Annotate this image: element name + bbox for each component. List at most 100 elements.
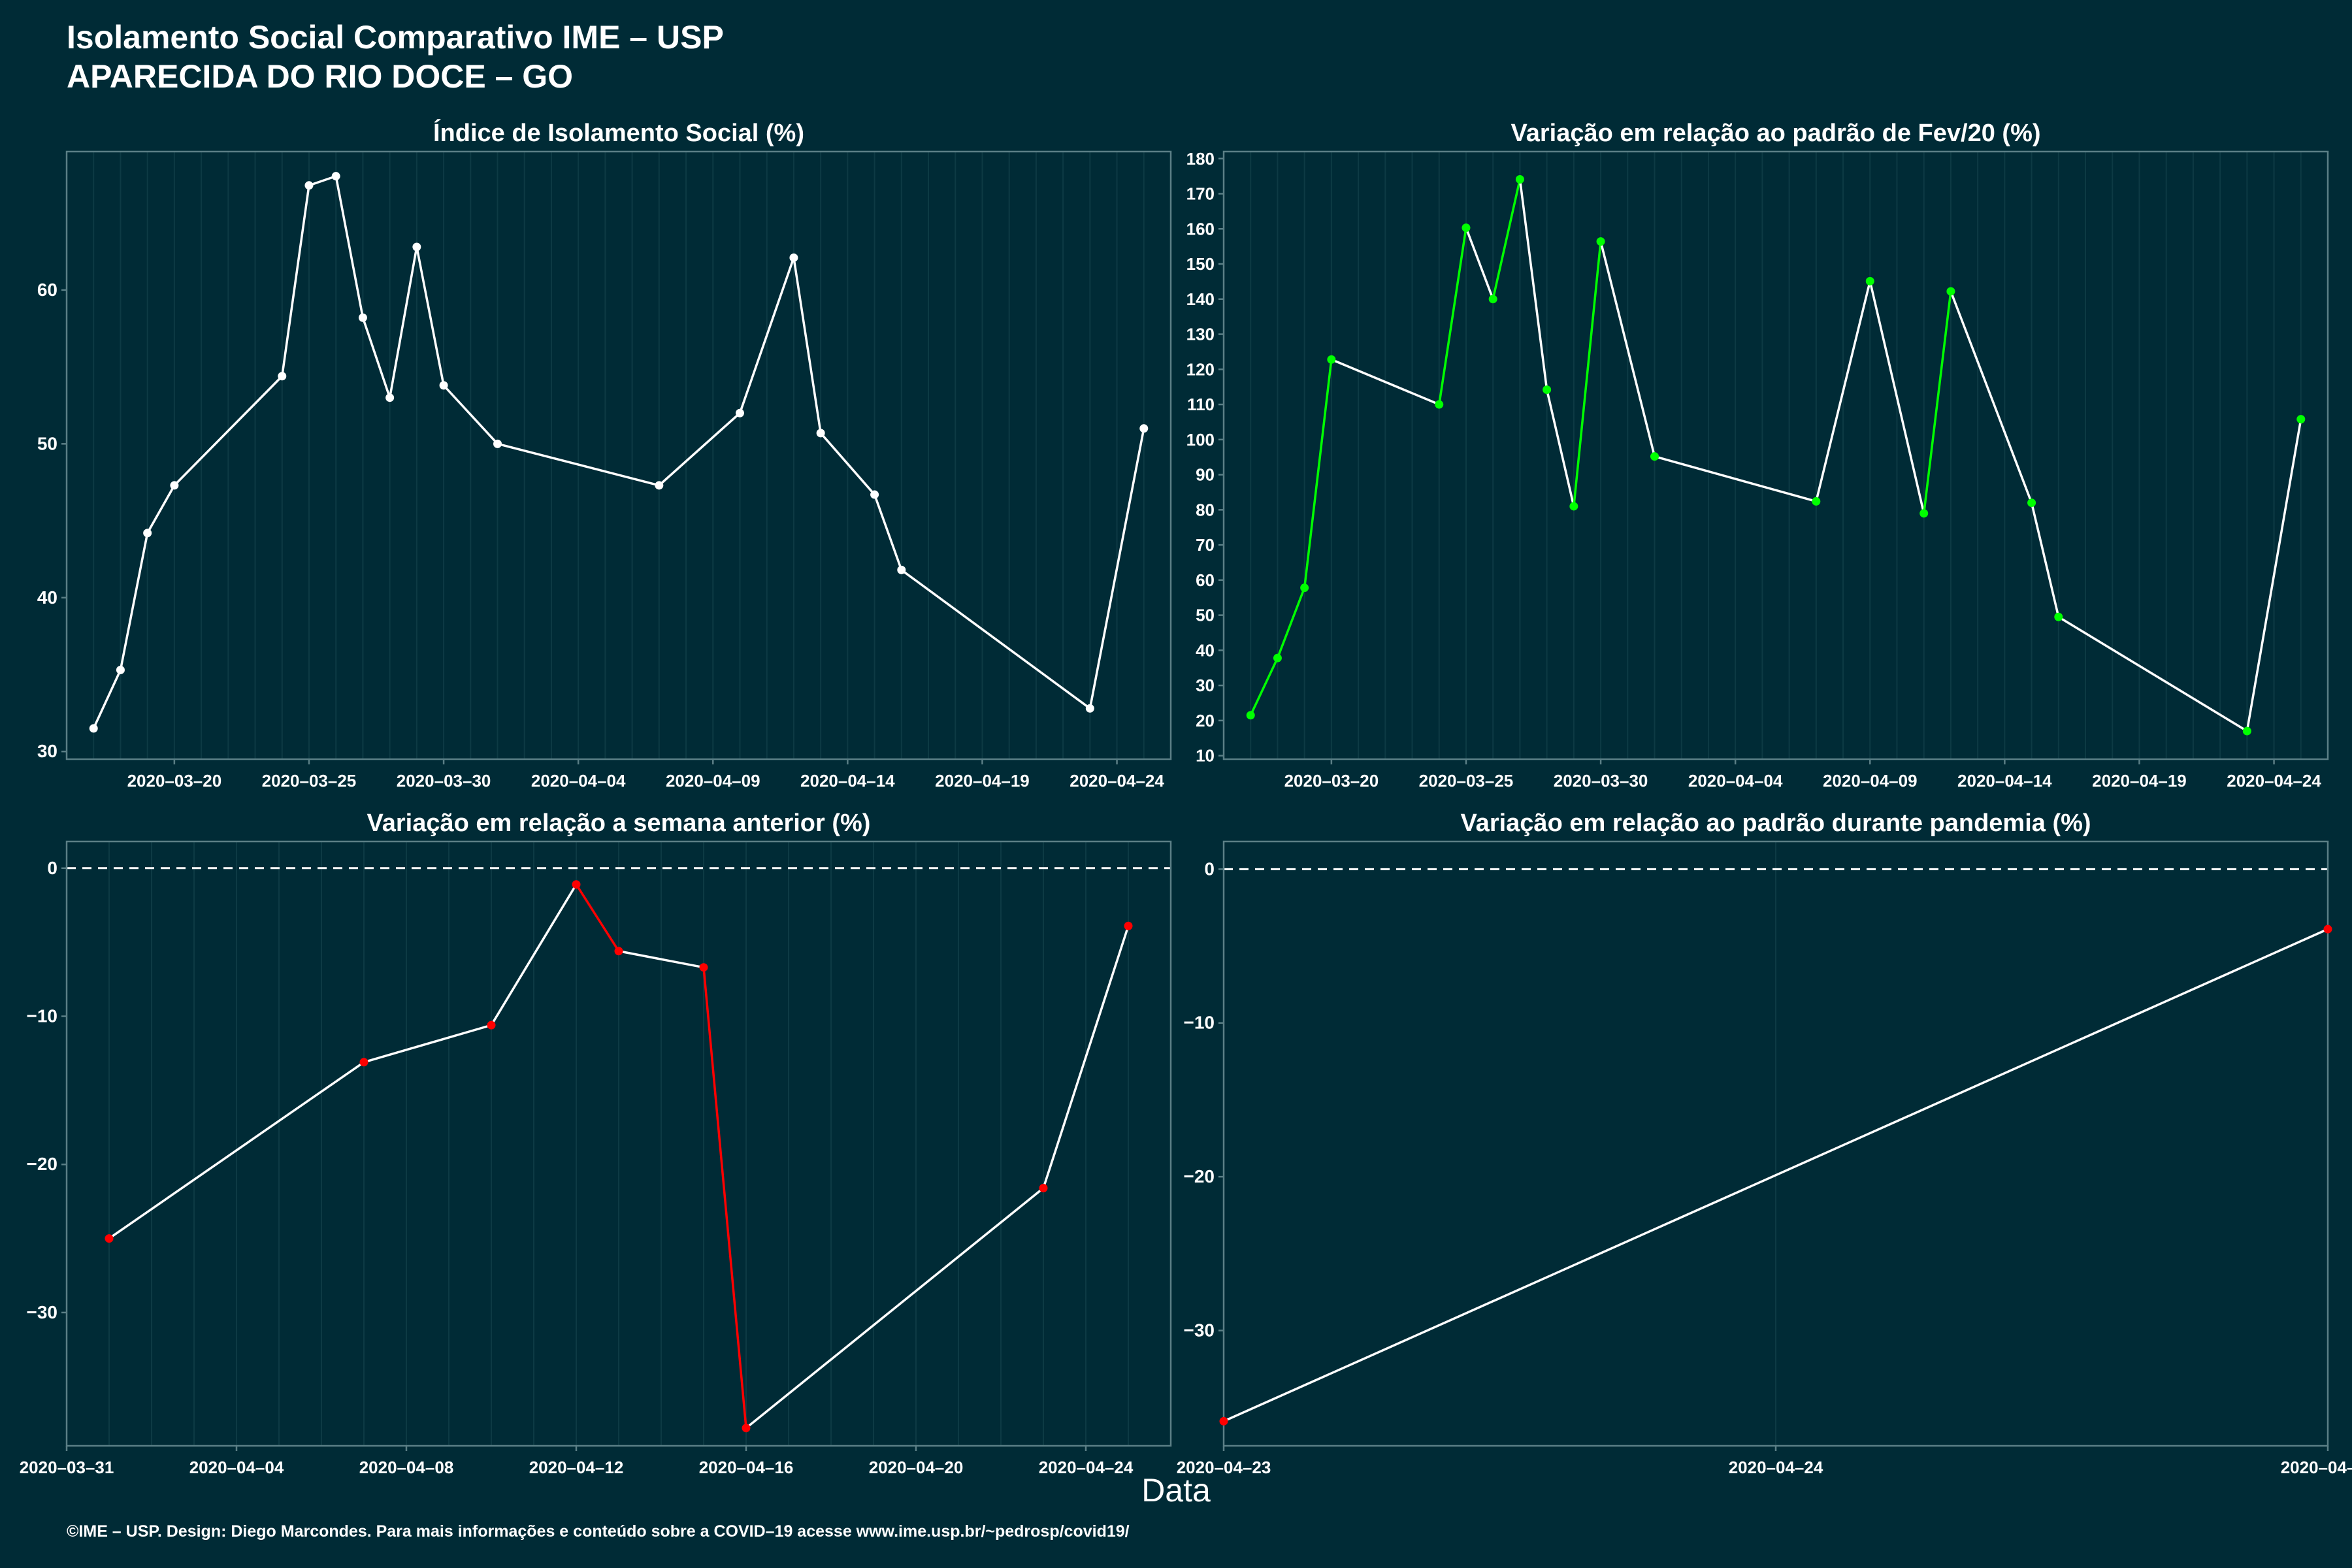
y-tick-label: 180 bbox=[1186, 149, 1215, 169]
series-segment bbox=[173, 375, 284, 487]
series-segment bbox=[1042, 925, 1130, 1189]
data-point bbox=[2242, 727, 2251, 736]
panel-week-variation: Variação em relação a semana anterior (%… bbox=[20, 809, 1172, 1477]
y-tick-label: 30 bbox=[1196, 676, 1215, 695]
series-segment bbox=[658, 412, 741, 487]
series-segment bbox=[738, 257, 795, 414]
data-point bbox=[2027, 498, 2036, 508]
x-axis-label: Data bbox=[1141, 1472, 1211, 1509]
x-tick-label: 2020–04–23 bbox=[1177, 1458, 1271, 1477]
series-segment bbox=[146, 485, 176, 534]
data-point bbox=[699, 963, 708, 972]
y-tick-label: 170 bbox=[1186, 184, 1215, 204]
series-segment bbox=[2030, 502, 2060, 617]
series-segment bbox=[1545, 389, 1575, 507]
y-tick-label: 50 bbox=[1196, 606, 1215, 625]
data-point bbox=[1515, 174, 1524, 184]
y-tick-label: 60 bbox=[37, 280, 57, 300]
data-point bbox=[742, 1424, 751, 1433]
series-segment bbox=[490, 883, 578, 1026]
series-segment bbox=[416, 246, 445, 386]
y-tick-label: 70 bbox=[1196, 535, 1215, 555]
series-segment bbox=[2057, 615, 2248, 732]
y-tick-label: 60 bbox=[1196, 570, 1215, 590]
x-tick-label: 2020–03–20 bbox=[1284, 771, 1379, 791]
data-point bbox=[116, 665, 125, 674]
data-point bbox=[1085, 704, 1094, 713]
panel-title: Índice de Isolamento Social (%) bbox=[433, 118, 804, 147]
series-segment bbox=[792, 257, 822, 434]
data-point bbox=[439, 381, 448, 390]
series-segment bbox=[1922, 291, 1952, 514]
series-segment bbox=[1249, 657, 1279, 716]
series-segment bbox=[1654, 455, 1817, 503]
series-segment bbox=[819, 432, 875, 496]
y-tick-label: 20 bbox=[1196, 711, 1215, 730]
x-tick-label: 2020–04–09 bbox=[666, 771, 760, 791]
data-point bbox=[331, 172, 340, 181]
data-point bbox=[487, 1021, 496, 1030]
data-point bbox=[2323, 924, 2332, 934]
data-point bbox=[1812, 497, 1821, 506]
data-point bbox=[1543, 385, 1552, 394]
y-tick-label: 80 bbox=[1196, 500, 1215, 519]
data-point bbox=[170, 481, 179, 490]
data-point bbox=[143, 529, 152, 538]
x-tick-label: 2020–04–09 bbox=[1823, 771, 1918, 791]
series-segment bbox=[363, 1024, 492, 1064]
data-point bbox=[1246, 711, 1255, 720]
data-point bbox=[1462, 223, 1471, 233]
y-tick-label: −30 bbox=[27, 1302, 58, 1322]
y-tick-label: −20 bbox=[1184, 1166, 1215, 1186]
x-tick-label: 2020–04–04 bbox=[531, 771, 626, 791]
series-segment bbox=[900, 568, 1091, 710]
plot-frame bbox=[1222, 150, 2329, 760]
plot-frame bbox=[65, 840, 1172, 1447]
series-segment bbox=[92, 669, 122, 729]
y-tick-label: 40 bbox=[37, 587, 57, 608]
series-segment bbox=[873, 494, 903, 570]
series-segment bbox=[1815, 280, 1871, 502]
y-tick-label: 40 bbox=[1196, 640, 1215, 660]
panel-isolation-index: Índice de Isolamento Social (%) 30 40 50 60 2… bbox=[37, 118, 1172, 791]
y-tick-label: 140 bbox=[1186, 289, 1215, 309]
x-tick-label: 2020–04–25 bbox=[2281, 1458, 2352, 1477]
panel-title: Variação em relação ao padrão durante pa… bbox=[1460, 809, 2091, 837]
series-segment bbox=[1223, 928, 2328, 1422]
chart-title: Isolamento Social Comparativo IME – USP bbox=[67, 19, 724, 56]
x-tick-label: 2020–04–24 bbox=[1039, 1458, 1134, 1477]
x-tick-label: 2020–04–20 bbox=[869, 1458, 964, 1477]
x-tick-label: 2020–04–08 bbox=[359, 1458, 454, 1477]
data-point bbox=[789, 253, 798, 262]
y-tick-label: 150 bbox=[1186, 254, 1215, 274]
data-point bbox=[1124, 921, 1133, 930]
x-tick-label: 2020–04–19 bbox=[2092, 771, 2187, 791]
y-tick-label: 100 bbox=[1186, 430, 1215, 449]
y-tick-label: 120 bbox=[1186, 359, 1215, 379]
x-tick-label: 2020–04–19 bbox=[935, 771, 1030, 791]
x-tick-label: 2020–04–14 bbox=[800, 771, 895, 791]
data-point bbox=[870, 490, 879, 499]
data-point bbox=[897, 565, 906, 574]
y-tick-label: 160 bbox=[1186, 219, 1215, 238]
y-tick-label: 50 bbox=[37, 433, 57, 453]
y-tick-label: 0 bbox=[47, 858, 57, 878]
x-tick-label: 2020–04–24 bbox=[1070, 771, 1164, 791]
data-point bbox=[493, 439, 502, 448]
data-point bbox=[278, 372, 287, 381]
series-segment bbox=[1465, 227, 1494, 300]
data-point bbox=[1219, 1416, 1228, 1426]
data-point bbox=[1946, 287, 1955, 296]
y-tick-label: 30 bbox=[37, 741, 57, 761]
panel-title: Variação em relação a semana anterior (%… bbox=[367, 809, 871, 837]
footer-credit: ©IME – USP. Design: Diego Marcondes. Par… bbox=[67, 1522, 1130, 1541]
data-point bbox=[89, 724, 98, 733]
data-point bbox=[359, 1058, 368, 1067]
series-segment bbox=[1492, 179, 1522, 300]
data-point bbox=[816, 429, 825, 438]
y-tick-label: 130 bbox=[1186, 325, 1215, 344]
data-point bbox=[1596, 237, 1605, 246]
x-tick-label: 2020–04–16 bbox=[699, 1458, 794, 1477]
series-segment bbox=[1950, 291, 2033, 504]
